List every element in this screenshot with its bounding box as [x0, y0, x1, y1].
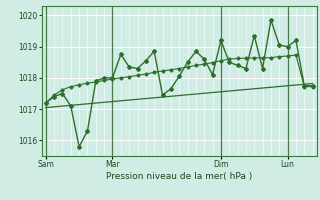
X-axis label: Pression niveau de la mer( hPa ): Pression niveau de la mer( hPa ) — [106, 172, 252, 181]
